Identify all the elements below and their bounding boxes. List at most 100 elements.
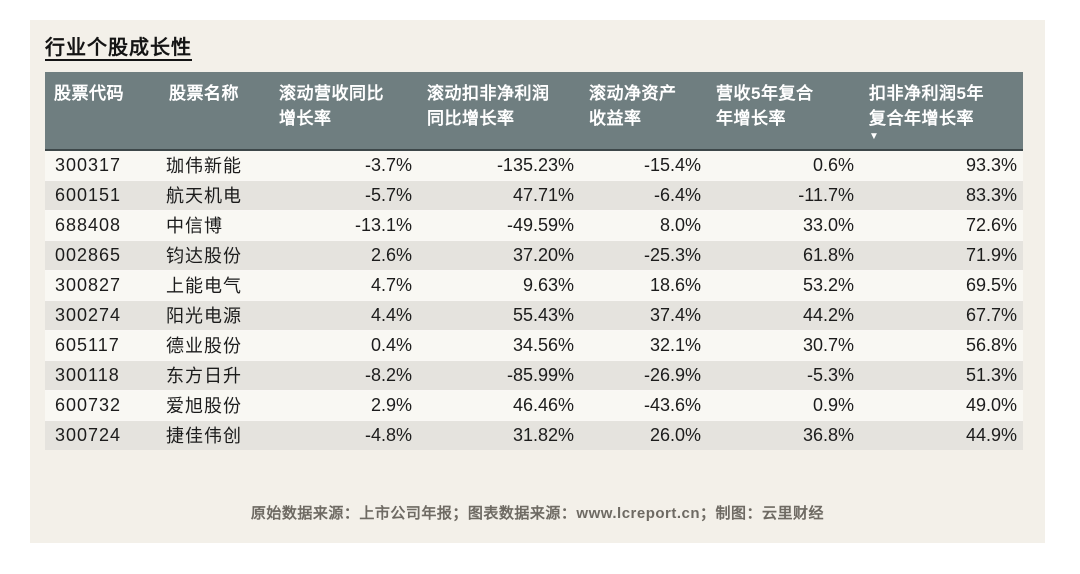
column-header-label: 营收5年复合 [716, 84, 814, 103]
cell-rev-cagr5: 61.8% [802, 244, 854, 265]
table-row: 300317 珈伟新能 -3.7% -135.23% -15.4% 0.6% 93.3% [45, 150, 1023, 180]
table-row: 300274 阳光电源 4.4% 55.43% 37.4% 44.2% 67.7% [45, 300, 1023, 330]
cell-roe: -25.3% [643, 244, 701, 265]
cell-netprofit-cagr5: 69.5% [965, 274, 1017, 295]
table-row: 600151 航天机电 -5.7% 47.71% -6.4% -11.7% 83.3% [45, 180, 1023, 210]
cell-netprofit-cagr5: 67.7% [965, 304, 1017, 325]
report-card: 行业个股成长性 股票代码 股票名称 滚动营收同比 增长率 滚动扣非净利润 同比增长率 滚动净… [30, 20, 1045, 543]
cell-netprofit-yoy: 46.46% [512, 394, 574, 415]
column-header-label: 扣非净利润5年 [869, 84, 984, 103]
page-title: 行业个股成长性 [45, 37, 192, 59]
table-row: 600732 爱旭股份 2.9% 46.46% -43.6% 0.9% 49.0% [45, 390, 1023, 420]
cell-stock-code: 300274 [55, 304, 122, 325]
cell-stock-name: 中信博 [166, 216, 223, 236]
cell-roe: 8.0% [659, 214, 701, 235]
cell-stock-name: 捷佳伟创 [166, 426, 242, 447]
cell-rev-cagr5: 33.0% [802, 214, 854, 235]
cell-rev-cagr5: 36.8% [802, 424, 854, 445]
cell-stock-code: 600732 [55, 394, 122, 415]
cell-netprofit-yoy: 37.20% [512, 244, 574, 265]
table-body: 300317 珈伟新能 -3.7% -135.23% -15.4% 0.6% 93.3% 60… [45, 150, 1023, 450]
cell-roe: -15.4% [643, 154, 701, 175]
cell-rev-yoy: -5.7% [364, 184, 412, 205]
cell-netprofit-cagr5: 83.3% [965, 184, 1017, 205]
column-header-np_cagr5[interactable]: 扣非净利润5年 复合年增长率 ▼ [860, 72, 1023, 151]
cell-rev-yoy: -13.1% [354, 214, 412, 235]
cell-stock-name: 阳光电源 [166, 306, 242, 326]
cell-rev-cagr5: 44.2% [802, 304, 854, 325]
cell-roe: 18.6% [649, 274, 701, 295]
cell-netprofit-yoy: 47.71% [512, 184, 574, 205]
cell-roe: -6.4% [653, 184, 701, 205]
cell-stock-code: 300827 [55, 274, 122, 295]
column-header-label: 滚动营收同比 [279, 84, 384, 103]
column-header-label: 股票名称 [169, 84, 239, 103]
cell-stock-name: 东方日升 [166, 366, 242, 386]
cell-rev-yoy: -3.7% [364, 154, 412, 175]
cell-netprofit-yoy: 9.63% [522, 274, 574, 295]
cell-roe: -43.6% [643, 394, 701, 415]
cell-rev-yoy: -8.2% [364, 364, 412, 385]
cell-stock-code: 605117 [55, 334, 120, 355]
cell-stock-code: 688408 [55, 214, 122, 235]
table-row: 605117 德业股份 0.4% 34.56% 32.1% 30.7% 56.8% [45, 330, 1023, 360]
cell-netprofit-cagr5: 56.8% [965, 334, 1017, 355]
column-header-label: 股票代码 [54, 84, 124, 103]
table-row: 300118 东方日升 -8.2% -85.99% -26.9% -5.3% 51.3% [45, 360, 1023, 390]
cell-stock-name: 德业股份 [166, 336, 242, 356]
cell-stock-code: 600151 [55, 184, 122, 205]
caret-down-icon: ▼ [869, 131, 880, 142]
cell-stock-name: 上能电气 [166, 276, 242, 296]
column-header-label: 滚动扣非净利润 [427, 84, 550, 103]
cell-netprofit-cagr5: 93.3% [965, 154, 1017, 175]
column-header-label: 滚动净资产 [589, 84, 677, 103]
cell-rev-cagr5: 30.7% [802, 334, 854, 355]
cell-rev-cagr5: 0.6% [812, 154, 854, 175]
cell-stock-code: 300118 [55, 364, 120, 385]
cell-rev-yoy: 2.9% [370, 394, 412, 415]
column-header-label: 收益率 [589, 109, 642, 128]
cell-netprofit-yoy: 34.56% [512, 334, 574, 355]
column-header-label: 同比增长率 [427, 109, 515, 128]
cell-rev-cagr5: 53.2% [802, 274, 854, 295]
column-header-name[interactable]: 股票名称 [160, 72, 270, 151]
column-header-np_yoy[interactable]: 滚动扣非净利润 同比增长率 [418, 72, 580, 151]
cell-netprofit-yoy: 31.82% [512, 424, 574, 445]
cell-netprofit-yoy: -49.59% [506, 214, 574, 235]
cell-roe: -26.9% [643, 364, 701, 385]
cell-roe: 37.4% [649, 304, 701, 325]
cell-stock-name: 珈伟新能 [166, 156, 242, 177]
cell-netprofit-cagr5: 44.9% [965, 424, 1017, 445]
stock-growth-table: 股票代码 股票名称 滚动营收同比 增长率 滚动扣非净利润 同比增长率 滚动净资产 收益率 营收5… [45, 72, 1023, 450]
cell-netprofit-cagr5: 71.9% [965, 244, 1017, 265]
cell-netprofit-yoy: -135.23% [496, 154, 574, 175]
cell-rev-yoy: 4.7% [370, 274, 412, 295]
table-row: 300827 上能电气 4.7% 9.63% 18.6% 53.2% 69.5% [45, 270, 1023, 300]
cell-roe: 32.1% [649, 334, 701, 355]
column-header-rev_yoy[interactable]: 滚动营收同比 增长率 [270, 72, 418, 151]
table-row: 688408 中信博 -13.1% -49.59% 8.0% 33.0% 72.6% [45, 210, 1023, 240]
cell-netprofit-cagr5: 51.3% [965, 364, 1017, 385]
column-header-rev_cagr5[interactable]: 营收5年复合 年增长率 [707, 72, 860, 151]
table-header-row: 股票代码 股票名称 滚动营收同比 增长率 滚动扣非净利润 同比增长率 滚动净资产 收益率 营收5… [45, 72, 1023, 151]
cell-rev-cagr5: -5.3% [806, 364, 854, 385]
table-row: 002865 钧达股份 2.6% 37.20% -25.3% 61.8% 71.9% [45, 240, 1023, 270]
cell-stock-code: 300317 [55, 154, 122, 175]
cell-rev-yoy: -4.8% [364, 424, 412, 445]
cell-rev-cagr5: 0.9% [812, 394, 854, 415]
cell-rev-yoy: 2.6% [370, 244, 412, 265]
cell-stock-name: 钧达股份 [166, 246, 242, 266]
cell-stock-name: 航天机电 [166, 186, 242, 206]
cell-rev-yoy: 0.4% [370, 334, 412, 355]
column-header-label: 年增长率 [716, 109, 786, 128]
cell-netprofit-yoy: 55.43% [512, 304, 574, 325]
table-header: 股票代码 股票名称 滚动营收同比 增长率 滚动扣非净利润 同比增长率 滚动净资产 收益率 营收5… [45, 72, 1023, 151]
column-header-label: 复合年增长率 [869, 109, 974, 128]
cell-rev-cagr5: -11.7% [798, 184, 854, 205]
cell-netprofit-cagr5: 49.0% [965, 394, 1017, 415]
column-header-roe[interactable]: 滚动净资产 收益率 [580, 72, 707, 151]
cell-stock-code: 300724 [55, 424, 122, 445]
column-header-code[interactable]: 股票代码 [45, 72, 160, 151]
cell-stock-code: 002865 [55, 244, 122, 265]
